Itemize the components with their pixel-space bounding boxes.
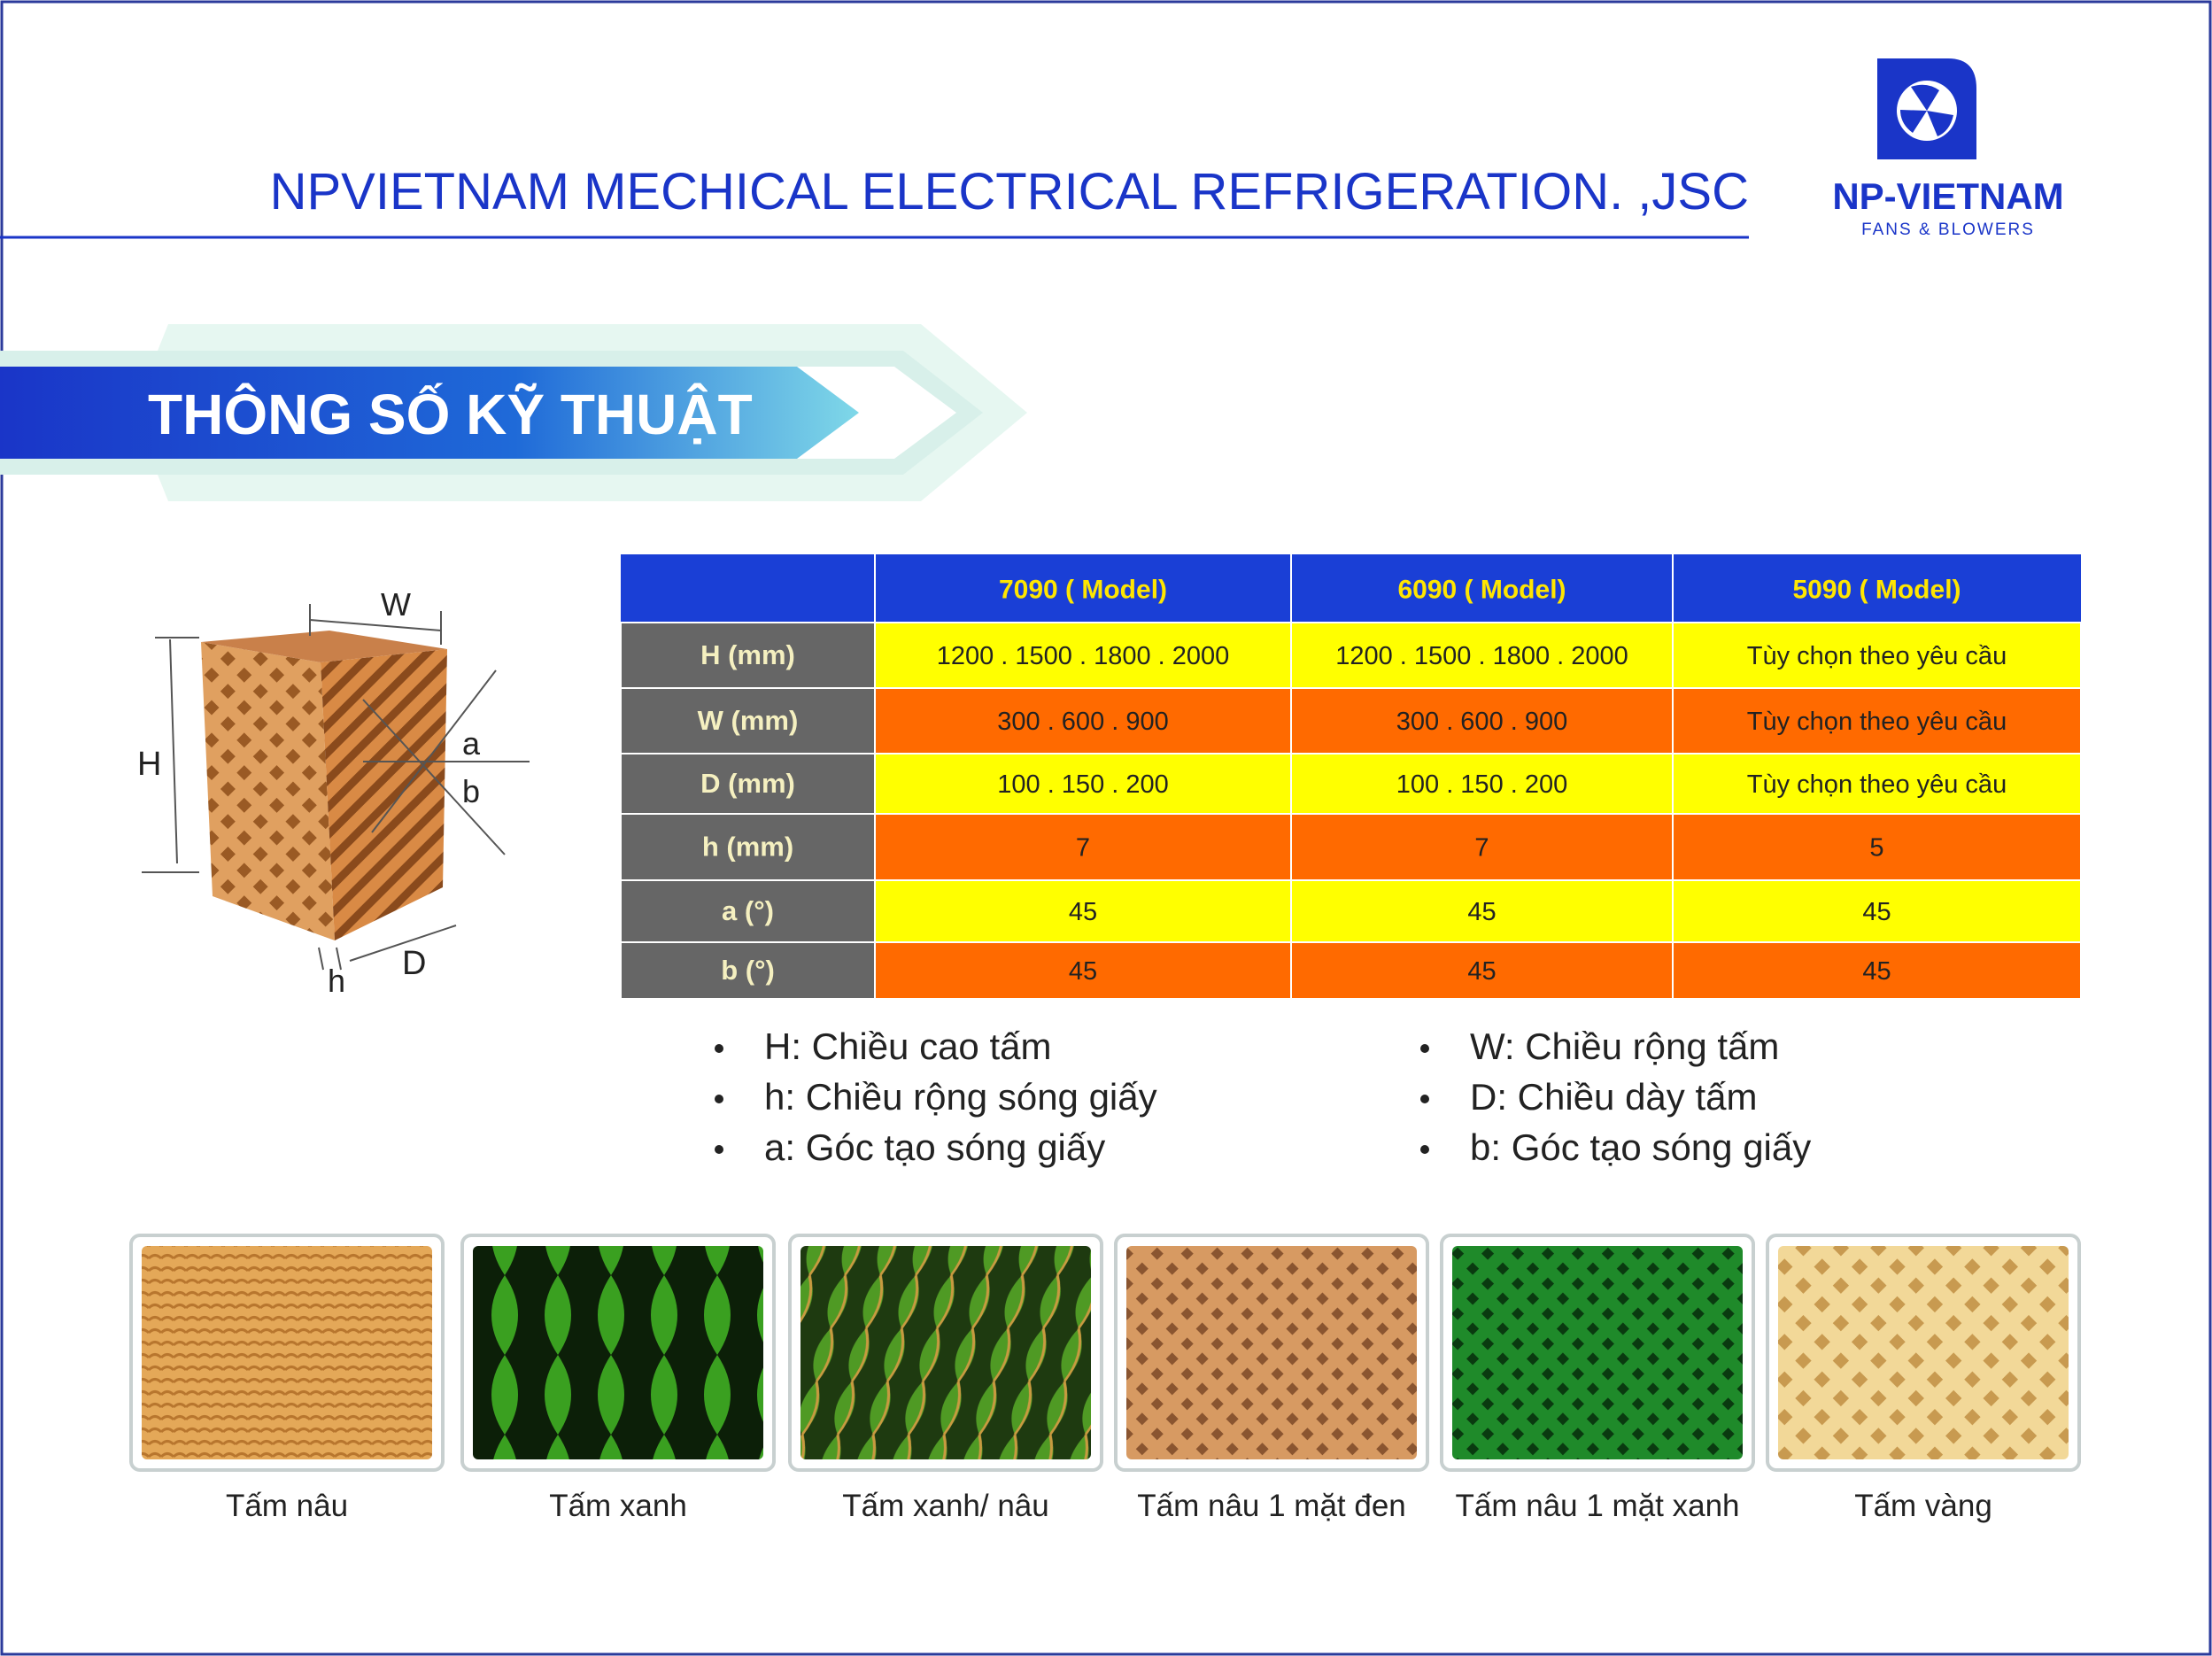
table-header-bg [621, 554, 2081, 623]
cell-bg [1672, 813, 2082, 881]
legend-item: W: Chiều rộng tấm [1470, 1025, 1779, 1067]
banner: THÔNG SỐ KỸ THUẬT [0, 324, 1027, 501]
cell: 100 . 150 . 200 [997, 770, 1169, 799]
product-image [142, 1246, 432, 1459]
bullet [715, 1145, 723, 1154]
label-h-upper: H [137, 746, 161, 783]
product-image [1452, 1246, 1743, 1459]
cell: 45 [1467, 957, 1496, 986]
cell-bg [1672, 879, 2082, 943]
row-label-bg [620, 879, 876, 943]
product-image [1778, 1246, 2069, 1459]
row-label: H (mm) [700, 639, 795, 670]
row-label-bg [620, 753, 876, 815]
logo-tagline: FANS & BLOWERS [1861, 221, 2035, 239]
cell: 300 . 600 . 900 [1396, 708, 1568, 736]
bullet [1420, 1095, 1429, 1103]
row-label: W (mm) [698, 705, 799, 736]
cell-bg [1290, 941, 1674, 1000]
pad-diagram: W H a b h D [137, 586, 530, 999]
cell-bg [1290, 753, 1674, 815]
cell: Tùy chọn theo yêu cầu [1747, 770, 2007, 799]
cell: 7 [1474, 834, 1489, 863]
product-gallery: Tấm nâu Tấm xanh Tấm xanh/ nâu Tấm nâu 1 mặ… [129, 1234, 2081, 1523]
product-image [1126, 1246, 1417, 1459]
bullet [1420, 1145, 1429, 1154]
row-label-bg [620, 622, 876, 689]
cell-bg [1290, 813, 1674, 881]
cell-bg [1672, 753, 2082, 815]
label-d: D [402, 945, 426, 982]
product-caption: Tấm nâu 1 mặt xanh [1456, 1489, 1740, 1523]
product-image [800, 1246, 1091, 1459]
row-label: a (°) [722, 895, 774, 926]
banner-title: THÔNG SỐ KỸ THUẬT [148, 382, 753, 446]
cell-bg [1672, 941, 2082, 1000]
cell-bg [874, 941, 1292, 1000]
legend-item: h: Chiều rộng sóng giấy [764, 1076, 1157, 1118]
column-header: 6090 ( Model) [1397, 576, 1566, 605]
bullet [715, 1044, 723, 1053]
row-label: b (°) [721, 955, 775, 986]
label-w: W [381, 586, 411, 623]
product-caption: Tấm xanh [549, 1489, 687, 1523]
product-caption: Tấm vàng [1854, 1489, 1992, 1523]
cell: 45 [1467, 898, 1496, 926]
product-caption: Tấm nâu 1 mặt đen [1137, 1489, 1406, 1523]
label-a: a [462, 725, 481, 762]
cell-bg [1290, 879, 1674, 943]
cell: 7 [1076, 834, 1090, 863]
cell-bg [874, 687, 1292, 754]
product-caption: Tấm xanh/ nâu [842, 1489, 1048, 1523]
legend: H: Chiều cao tấm h: Chiều rộng sóng giấy a… [715, 1025, 1811, 1168]
cell: 45 [1862, 957, 1891, 986]
spec-table: 7090 ( Model) 6090 ( Model) 5090 ( Model) H… [620, 554, 2082, 1000]
product-image [473, 1246, 763, 1459]
cell: 1200 . 1500 . 1800 . 2000 [1335, 642, 1628, 670]
logo-name: NP-VIETNAM [1832, 175, 2063, 217]
cell: 45 [1069, 957, 1097, 986]
company-name: NPVIETNAM MECHICAL ELECTRICAL REFRIGERAT… [270, 163, 1749, 221]
logo: NP-VIETNAM FANS & BLOWERS [1832, 58, 2064, 239]
row-label: D (mm) [700, 768, 795, 799]
label-h-lower: h [328, 963, 345, 999]
legend-item: b: Góc tạo sóng giấy [1470, 1126, 1811, 1168]
cell: 5 [1869, 834, 1883, 863]
column-header: 7090 ( Model) [999, 576, 1167, 605]
legend-item: a: Góc tạo sóng giấy [764, 1126, 1105, 1168]
row-label-bg [620, 941, 876, 1000]
cell-bg [1672, 622, 2082, 689]
product-caption: Tấm nâu [226, 1489, 348, 1523]
cell: 45 [1862, 898, 1891, 926]
legend-item: D: Chiều dày tấm [1470, 1076, 1757, 1118]
label-b: b [462, 773, 480, 809]
cell: 45 [1069, 898, 1097, 926]
legend-item: H: Chiều cao tấm [764, 1025, 1051, 1067]
column-header: 5090 ( Model) [1792, 576, 1961, 605]
cell: Tùy chọn theo yêu cầu [1747, 708, 2007, 736]
cell: 300 . 600 . 900 [997, 708, 1169, 736]
cell-bg [1290, 687, 1674, 754]
bullet [1420, 1044, 1429, 1053]
cell: Tùy chọn theo yêu cầu [1747, 642, 2007, 670]
cell: 1200 . 1500 . 1800 . 2000 [937, 642, 1230, 670]
row-label: h (mm) [702, 832, 793, 863]
cell: 100 . 150 . 200 [1396, 770, 1568, 799]
bullet [715, 1095, 723, 1103]
